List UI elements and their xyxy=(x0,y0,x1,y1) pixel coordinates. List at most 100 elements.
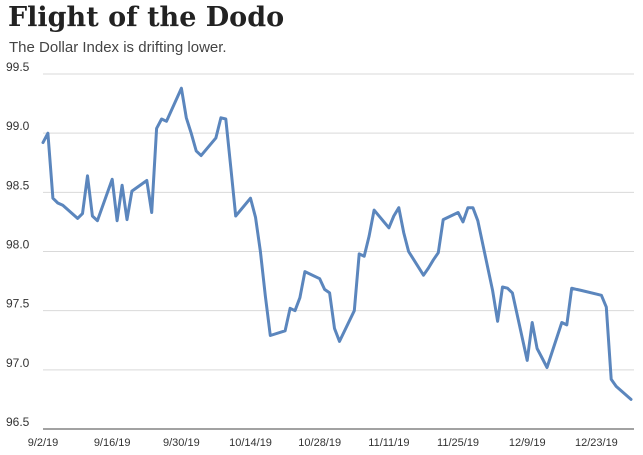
x-tick-label: 9/2/19 xyxy=(28,437,59,449)
data-point xyxy=(160,118,163,121)
data-point xyxy=(259,250,262,253)
data-point xyxy=(387,226,390,229)
data-point xyxy=(353,309,356,312)
data-point xyxy=(76,217,79,220)
data-point xyxy=(323,288,326,291)
data-point xyxy=(511,291,514,294)
data-point xyxy=(565,323,568,326)
x-tick-label: 10/14/19 xyxy=(229,437,272,449)
data-point xyxy=(432,258,435,261)
data-point xyxy=(121,184,124,187)
data-point xyxy=(81,212,84,215)
x-tick-label: 9/16/19 xyxy=(94,437,131,449)
data-point xyxy=(254,216,257,219)
data-point xyxy=(397,206,400,209)
x-tick-label: 12/23/19 xyxy=(575,437,618,449)
data-point xyxy=(526,359,529,362)
data-point xyxy=(560,321,563,324)
chart-subtitle: The Dollar Index is drifting lower. xyxy=(9,39,227,56)
data-point xyxy=(96,219,99,222)
data-point xyxy=(402,231,405,234)
data-point xyxy=(457,211,460,214)
data-point xyxy=(541,357,544,360)
data-point xyxy=(269,334,272,337)
data-point xyxy=(462,220,465,223)
x-tick-label: 9/30/19 xyxy=(163,437,200,449)
data-point xyxy=(491,289,494,292)
data-point xyxy=(155,127,158,130)
data-point xyxy=(180,87,183,90)
data-point xyxy=(195,149,198,152)
data-point xyxy=(476,219,479,222)
series-group xyxy=(41,86,633,401)
data-point xyxy=(580,289,583,292)
data-point xyxy=(466,206,469,209)
data-point xyxy=(234,215,237,218)
data-point xyxy=(437,251,440,254)
data-point xyxy=(219,116,222,119)
y-tick-label: 97.0 xyxy=(6,356,30,370)
data-point xyxy=(427,267,430,270)
data-point xyxy=(338,340,341,343)
chart-title: Flight of the Dodo xyxy=(8,2,285,33)
data-point xyxy=(303,270,306,273)
data-point xyxy=(91,215,94,218)
data-point xyxy=(264,295,267,298)
data-point xyxy=(165,120,168,123)
data-point xyxy=(333,327,336,330)
data-point xyxy=(600,294,603,297)
data-point xyxy=(130,190,133,193)
data-point xyxy=(442,218,445,221)
y-tick-label: 98.0 xyxy=(6,238,30,252)
data-point xyxy=(224,118,227,121)
data-point xyxy=(570,287,573,290)
data-point xyxy=(368,235,371,238)
data-point xyxy=(298,296,301,299)
x-tick-label: 12/9/19 xyxy=(509,437,546,449)
data-point xyxy=(328,291,331,294)
y-tick-label: 97.5 xyxy=(6,297,30,311)
data-point xyxy=(294,309,297,312)
y-tick-label: 99.0 xyxy=(6,119,30,133)
data-point xyxy=(284,329,287,332)
data-point xyxy=(595,293,598,296)
x-axis-ticks: 9/2/19 9/16/19 9/30/19 10/14/19 10/28/19 11/1… xyxy=(28,437,618,449)
y-tick-label: 98.5 xyxy=(6,178,30,192)
data-point xyxy=(86,174,89,177)
data-point xyxy=(318,277,321,280)
data-point xyxy=(289,307,292,310)
data-point xyxy=(615,385,618,388)
y-axis-ticks: 99.5 99.0 98.5 98.0 97.5 97.0 96.5 xyxy=(6,60,30,429)
data-point xyxy=(575,288,578,291)
data-point xyxy=(422,274,425,277)
data-point xyxy=(42,141,45,144)
data-point xyxy=(536,347,539,350)
data-point xyxy=(249,197,252,200)
data-point xyxy=(61,204,64,207)
data-point xyxy=(506,287,509,290)
data-point xyxy=(51,197,54,200)
data-point xyxy=(546,366,549,369)
data-point xyxy=(190,132,193,135)
series-line xyxy=(41,86,633,401)
data-point xyxy=(496,320,499,323)
data-point xyxy=(46,132,49,135)
data-point xyxy=(200,154,203,157)
data-point xyxy=(111,178,114,181)
data-point xyxy=(373,209,376,212)
y-tick-label: 99.5 xyxy=(6,60,30,74)
data-point xyxy=(56,202,59,205)
data-point xyxy=(185,116,188,119)
data-point xyxy=(605,306,608,309)
gridlines xyxy=(43,73,634,430)
data-point xyxy=(145,179,148,182)
data-point xyxy=(126,218,129,221)
x-tick-label: 11/11/19 xyxy=(368,437,409,449)
data-point xyxy=(501,286,504,289)
data-point xyxy=(363,255,366,258)
y-tick-label: 96.5 xyxy=(6,415,30,429)
data-point xyxy=(407,250,410,253)
data-point xyxy=(471,206,474,209)
data-point xyxy=(116,219,119,222)
